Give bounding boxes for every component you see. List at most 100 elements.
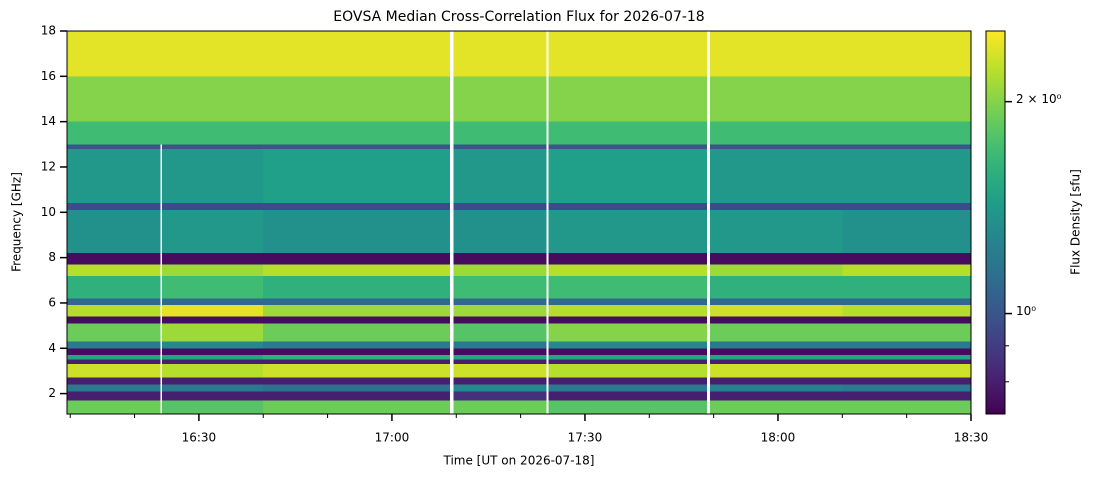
colorbar-tick-label: 10⁰	[1016, 304, 1036, 318]
heatmap-cell	[67, 384, 161, 392]
heatmap-cell	[548, 76, 708, 122]
heatmap-cell	[709, 391, 843, 401]
heatmap-cell	[842, 253, 971, 265]
heatmap-cell	[67, 391, 161, 401]
y-tick-label: 18	[41, 24, 56, 38]
heatmap-cell	[709, 298, 843, 306]
heatmap-cell	[548, 400, 708, 414]
heatmap-cell	[709, 76, 843, 122]
heatmap-cell	[162, 391, 264, 401]
heatmap-cell	[453, 210, 547, 254]
heatmap-cell	[453, 144, 547, 149]
heatmap-cell	[842, 275, 971, 299]
heatmap-cell	[453, 323, 547, 342]
heatmap-cell	[263, 400, 450, 414]
heatmap-cell	[709, 144, 843, 149]
heatmap-cell	[162, 359, 264, 365]
heatmap-cell	[162, 348, 264, 356]
heatmap-cell	[67, 264, 161, 276]
heatmap-cell	[162, 305, 264, 317]
heatmap-cell	[67, 400, 161, 414]
heatmap-cell	[842, 148, 971, 204]
heatmap-cell	[263, 384, 450, 392]
y-tick-label: 6	[48, 295, 56, 309]
heatmap-cell	[67, 144, 161, 149]
heatmap-cell	[842, 359, 971, 365]
heatmap-cell	[548, 341, 708, 349]
heatmap-cell	[548, 364, 708, 378]
heatmap-cell	[709, 264, 843, 276]
heatmap-cell	[453, 400, 547, 414]
heatmap-cell	[453, 348, 547, 356]
heatmap-cell	[842, 341, 971, 349]
heatmap-cell	[548, 148, 708, 204]
heatmap-cell	[67, 305, 161, 317]
heatmap-cell	[263, 298, 450, 306]
heatmap-cell	[842, 144, 971, 149]
heatmap-cell	[548, 275, 708, 299]
heatmap-cell	[453, 355, 547, 360]
y-tick-label: 8	[48, 250, 56, 264]
heatmap-cell	[263, 31, 450, 77]
heatmap-cell	[842, 348, 971, 356]
heatmap-cell	[162, 298, 264, 306]
heatmap-cell	[263, 348, 450, 356]
heatmap-cell	[162, 364, 264, 378]
heatmap-cell	[842, 355, 971, 360]
heatmap-cell	[548, 384, 708, 392]
heatmap-cell	[548, 203, 708, 211]
heatmap-cell	[842, 323, 971, 342]
heatmap-cell	[842, 264, 971, 276]
heatmap-cell	[842, 298, 971, 306]
heatmap-cell	[709, 121, 843, 145]
y-tick-label: 16	[41, 69, 56, 83]
heatmap-cell	[548, 305, 708, 317]
heatmap-cell	[548, 323, 708, 342]
colorbar	[985, 30, 1006, 415]
heatmap-cell	[263, 377, 450, 385]
heatmap-cell	[162, 355, 264, 360]
heatmap-cell	[67, 275, 161, 299]
x-tick-label: 18:30	[954, 431, 989, 445]
heatmap-cell	[709, 31, 843, 77]
heatmap-cell	[453, 364, 547, 378]
heatmap-cell	[842, 121, 971, 145]
heatmap-cell	[842, 384, 971, 392]
heatmap-cell	[162, 275, 264, 299]
heatmap-cell	[709, 253, 843, 265]
heatmap-cell	[263, 76, 450, 122]
heatmap-cell	[709, 210, 843, 254]
heatmap-cell	[453, 275, 547, 299]
heatmap-cell	[162, 400, 264, 414]
heatmap-cell	[67, 377, 161, 385]
heatmap-cell	[263, 210, 450, 254]
y-tick-label: 10	[41, 205, 56, 219]
heatmap-cell	[162, 377, 264, 385]
heatmap-cell	[709, 384, 843, 392]
heatmap-cell	[162, 323, 264, 342]
heatmap-cell	[453, 203, 547, 211]
x-tick-label: 17:00	[375, 431, 410, 445]
heatmap-cell	[709, 316, 843, 324]
heatmap-cell	[842, 364, 971, 378]
heatmap-cell	[709, 348, 843, 356]
heatmap-cell	[548, 264, 708, 276]
heatmap-cell	[263, 203, 450, 211]
heatmap-cell	[842, 377, 971, 385]
heatmap-cell	[453, 253, 547, 265]
y-tick-label: 12	[41, 159, 56, 173]
heatmap-cell	[160, 31, 163, 77]
heatmap-cell	[709, 377, 843, 385]
heatmap-cell	[548, 121, 708, 145]
heatmap-cell	[263, 121, 450, 145]
heatmap-cell	[263, 264, 450, 276]
heatmap-cell	[453, 121, 547, 145]
heatmap-cell	[709, 323, 843, 342]
heatmap-cell	[67, 148, 161, 204]
heatmap-cell	[67, 364, 161, 378]
heatmap-cell	[453, 298, 547, 306]
heatmap-cell	[162, 144, 264, 149]
x-tick-label: 17:30	[568, 431, 603, 445]
heatmap-cell	[67, 323, 161, 342]
heatmap-cell	[548, 31, 708, 77]
